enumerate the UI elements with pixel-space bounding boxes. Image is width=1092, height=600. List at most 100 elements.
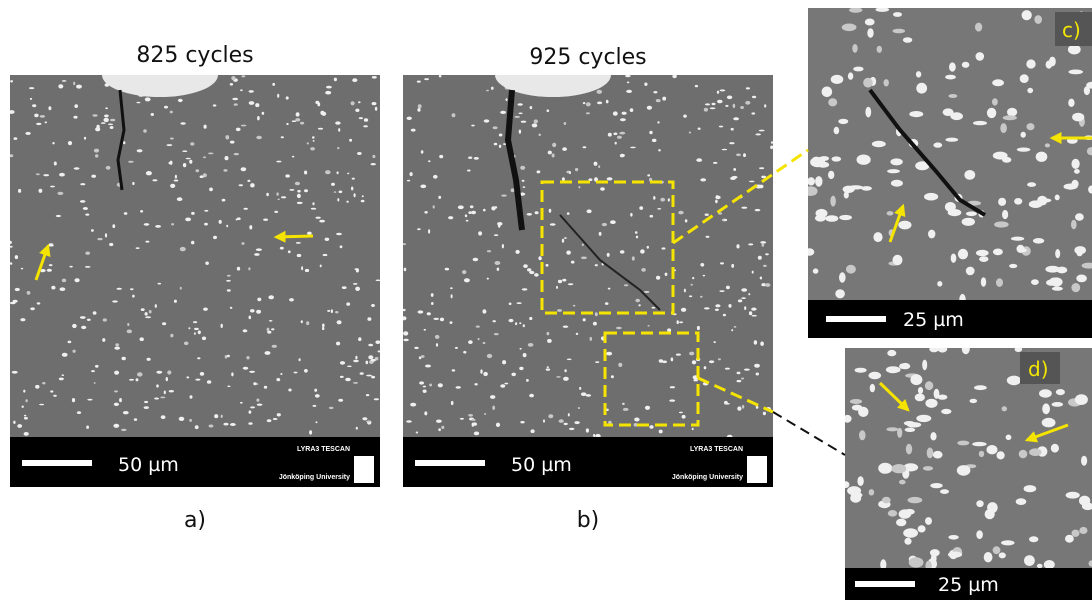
particle — [733, 168, 736, 171]
particle — [417, 228, 421, 230]
particle — [520, 421, 524, 423]
particle — [74, 104, 78, 108]
particle — [751, 112, 755, 114]
particle — [1009, 264, 1017, 268]
particle — [158, 283, 162, 285]
particle — [1079, 496, 1090, 506]
particle — [85, 214, 89, 216]
particle — [227, 355, 230, 357]
particle — [225, 156, 229, 160]
particle — [428, 160, 430, 162]
particle — [151, 113, 154, 116]
particle — [940, 489, 949, 494]
particle — [743, 153, 746, 157]
particle — [337, 171, 339, 174]
particle — [662, 97, 666, 101]
particle — [869, 489, 875, 495]
particle — [737, 372, 741, 375]
particle — [241, 242, 244, 245]
particle — [1066, 492, 1080, 499]
particle — [436, 420, 442, 423]
particle — [326, 86, 332, 89]
particle — [1068, 70, 1083, 75]
particle — [979, 451, 984, 457]
particle — [155, 304, 157, 308]
particle — [311, 208, 316, 210]
particle — [281, 136, 284, 138]
particle — [865, 107, 871, 118]
particle — [297, 194, 301, 198]
particle — [346, 302, 350, 305]
particle — [230, 307, 233, 309]
particle — [522, 180, 525, 182]
particle — [214, 414, 218, 418]
particle — [1084, 86, 1090, 95]
particle — [294, 372, 298, 374]
particle — [356, 427, 358, 430]
particle — [1024, 485, 1037, 492]
particle — [170, 184, 175, 188]
particle — [353, 382, 358, 384]
particle — [842, 481, 849, 488]
particle — [647, 174, 650, 176]
particle — [523, 353, 527, 357]
particle — [1015, 347, 1023, 352]
panel-label: d) — [1028, 357, 1049, 381]
particle — [255, 103, 259, 107]
particle — [715, 200, 718, 204]
particle — [626, 90, 632, 93]
particle — [276, 378, 280, 381]
particle — [495, 261, 501, 265]
particle — [719, 126, 723, 128]
particle — [552, 143, 556, 147]
particle — [624, 284, 628, 286]
particle — [1055, 195, 1060, 201]
particle — [8, 241, 12, 244]
particle — [15, 288, 20, 291]
particle — [433, 175, 438, 179]
particle — [307, 142, 309, 144]
particle — [744, 369, 750, 371]
particle — [179, 417, 185, 421]
particle — [948, 535, 958, 540]
particle — [547, 366, 549, 368]
particle — [372, 102, 377, 105]
particle — [574, 421, 579, 424]
particle — [353, 283, 357, 285]
particle — [227, 275, 231, 277]
particle — [855, 368, 867, 373]
particle — [123, 411, 129, 414]
particle — [695, 85, 698, 87]
particle — [296, 112, 300, 116]
particle — [562, 239, 564, 243]
particle — [497, 222, 502, 226]
particle — [754, 364, 760, 368]
particle — [431, 293, 434, 297]
particle — [249, 225, 252, 229]
particle — [108, 124, 113, 126]
particle — [193, 321, 197, 323]
particle — [715, 196, 720, 200]
particle — [669, 399, 675, 401]
particle — [668, 198, 670, 201]
particle — [1027, 88, 1033, 93]
particle — [234, 103, 238, 105]
particle — [870, 384, 875, 392]
particle — [486, 90, 489, 92]
particle — [500, 111, 506, 114]
particle — [568, 283, 574, 285]
particle — [594, 162, 598, 166]
particle — [438, 196, 441, 199]
particle — [12, 371, 18, 374]
particle — [471, 211, 476, 214]
particle — [1027, 123, 1035, 130]
particle — [404, 268, 407, 272]
particle — [886, 427, 898, 431]
particle — [748, 293, 750, 295]
particle — [576, 333, 579, 335]
particle — [1027, 182, 1036, 187]
particle — [689, 352, 694, 356]
particle — [682, 415, 686, 419]
particle — [1007, 376, 1021, 386]
particle — [1051, 444, 1059, 453]
